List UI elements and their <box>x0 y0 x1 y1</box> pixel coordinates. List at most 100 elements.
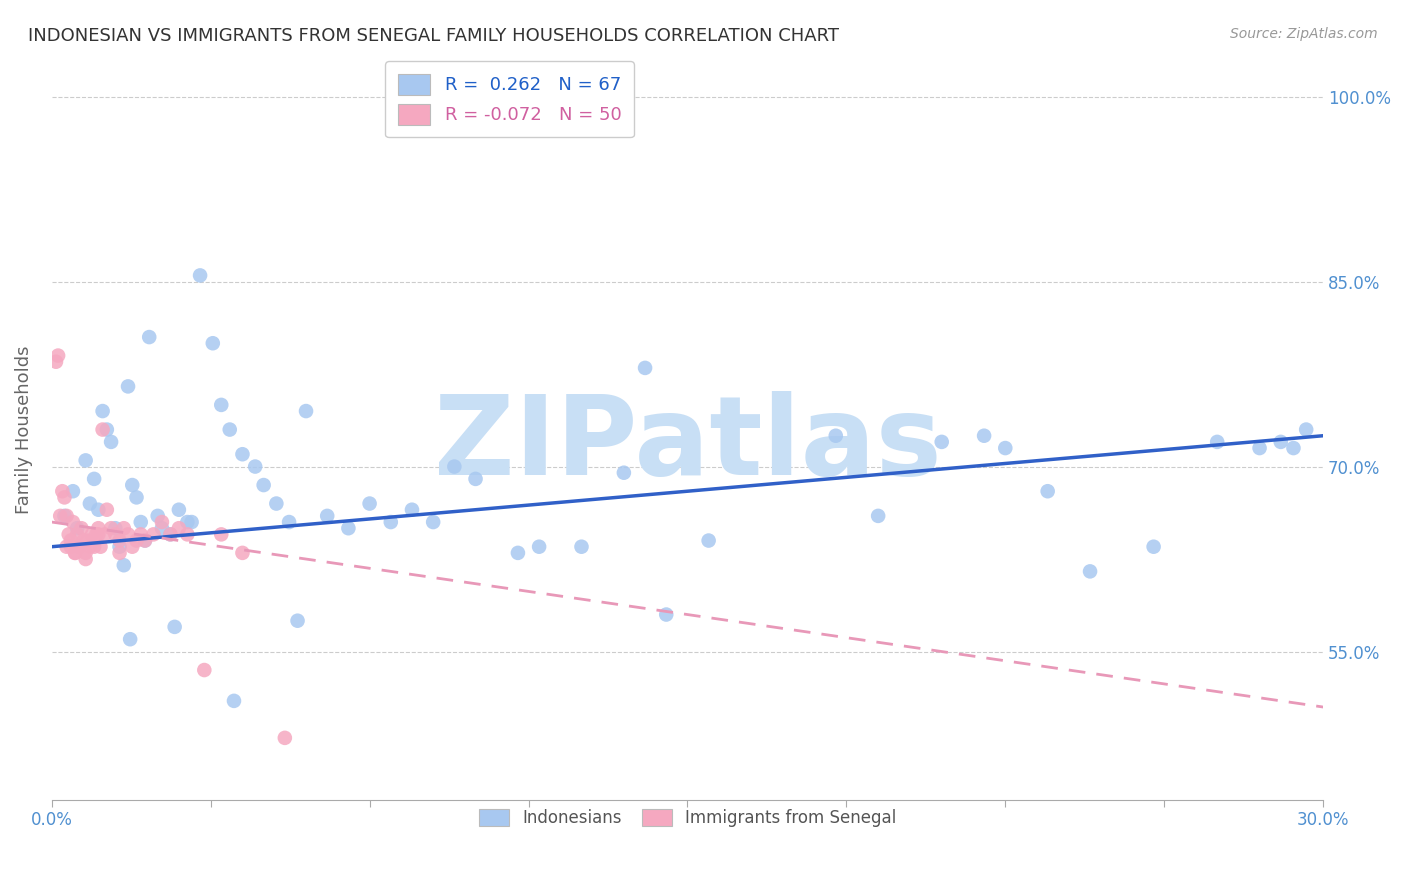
Point <box>121 478 143 492</box>
Point <box>359 497 381 511</box>
Point <box>159 527 181 541</box>
Point <box>66 521 89 535</box>
Point <box>634 360 657 375</box>
Point <box>142 527 165 541</box>
Point <box>150 515 173 529</box>
Point <box>266 497 288 511</box>
Point <box>59 540 82 554</box>
Point <box>380 515 402 529</box>
Point <box>129 527 152 541</box>
Point <box>1078 565 1101 579</box>
Point <box>89 540 111 554</box>
Point <box>274 731 297 745</box>
Point <box>83 472 105 486</box>
Point <box>53 491 76 505</box>
Text: INDONESIAN VS IMMIGRANTS FROM SENEGAL FAMILY HOUSEHOLDS CORRELATION CHART: INDONESIAN VS IMMIGRANTS FROM SENEGAL FA… <box>28 27 839 45</box>
Point <box>79 540 101 554</box>
Point <box>994 441 1017 455</box>
Point <box>655 607 678 622</box>
Text: ZIPatlas: ZIPatlas <box>433 391 942 498</box>
Point <box>253 478 276 492</box>
Point <box>55 540 77 554</box>
Point <box>176 527 198 541</box>
Point <box>84 527 107 541</box>
Point <box>159 527 181 541</box>
Point <box>76 533 98 548</box>
Point <box>222 694 245 708</box>
Point <box>93 527 115 541</box>
Point <box>53 508 76 523</box>
Point <box>193 663 215 677</box>
Point <box>62 515 84 529</box>
Point <box>150 521 173 535</box>
Point <box>1282 441 1305 455</box>
Point <box>278 515 301 529</box>
Point <box>75 453 97 467</box>
Point <box>973 428 995 442</box>
Point <box>96 502 118 516</box>
Point <box>146 508 169 523</box>
Point <box>83 540 105 554</box>
Point <box>100 434 122 449</box>
Point <box>209 527 232 541</box>
Point <box>218 423 240 437</box>
Point <box>180 515 202 529</box>
Point <box>287 614 309 628</box>
Point <box>51 484 73 499</box>
Point <box>316 508 339 523</box>
Point <box>104 521 127 535</box>
Point <box>49 508 72 523</box>
Point <box>104 527 127 541</box>
Point <box>108 533 131 548</box>
Point <box>87 502 110 516</box>
Point <box>464 472 486 486</box>
Point <box>66 527 89 541</box>
Point <box>422 515 444 529</box>
Point <box>1295 423 1317 437</box>
Point <box>75 546 97 560</box>
Point <box>337 521 360 535</box>
Point <box>96 423 118 437</box>
Point <box>91 404 114 418</box>
Point <box>138 330 160 344</box>
Point <box>75 552 97 566</box>
Point <box>188 268 211 283</box>
Point <box>167 502 190 516</box>
Point <box>63 546 86 560</box>
Point <box>91 423 114 437</box>
Point <box>931 434 953 449</box>
Point <box>443 459 465 474</box>
Point <box>613 466 636 480</box>
Point <box>58 527 80 541</box>
Point <box>129 515 152 529</box>
Point <box>125 491 148 505</box>
Point <box>79 497 101 511</box>
Y-axis label: Family Households: Family Households <box>15 345 32 514</box>
Point <box>67 540 90 554</box>
Point <box>697 533 720 548</box>
Point <box>117 527 139 541</box>
Point <box>201 336 224 351</box>
Point <box>70 521 93 535</box>
Point <box>120 632 142 647</box>
Point <box>134 533 156 548</box>
Point <box>1206 434 1229 449</box>
Point <box>72 533 94 548</box>
Point <box>209 398 232 412</box>
Legend: Indonesians, Immigrants from Senegal: Indonesians, Immigrants from Senegal <box>471 801 904 836</box>
Point <box>80 527 103 541</box>
Point <box>176 515 198 529</box>
Point <box>824 428 846 442</box>
Point <box>112 521 135 535</box>
Point <box>108 546 131 560</box>
Point <box>506 546 529 560</box>
Point <box>163 620 186 634</box>
Point <box>1142 540 1164 554</box>
Point <box>231 447 253 461</box>
Point <box>46 349 69 363</box>
Point <box>1036 484 1059 499</box>
Point <box>67 540 90 554</box>
Point <box>1270 434 1292 449</box>
Point <box>868 508 890 523</box>
Point <box>1249 441 1271 455</box>
